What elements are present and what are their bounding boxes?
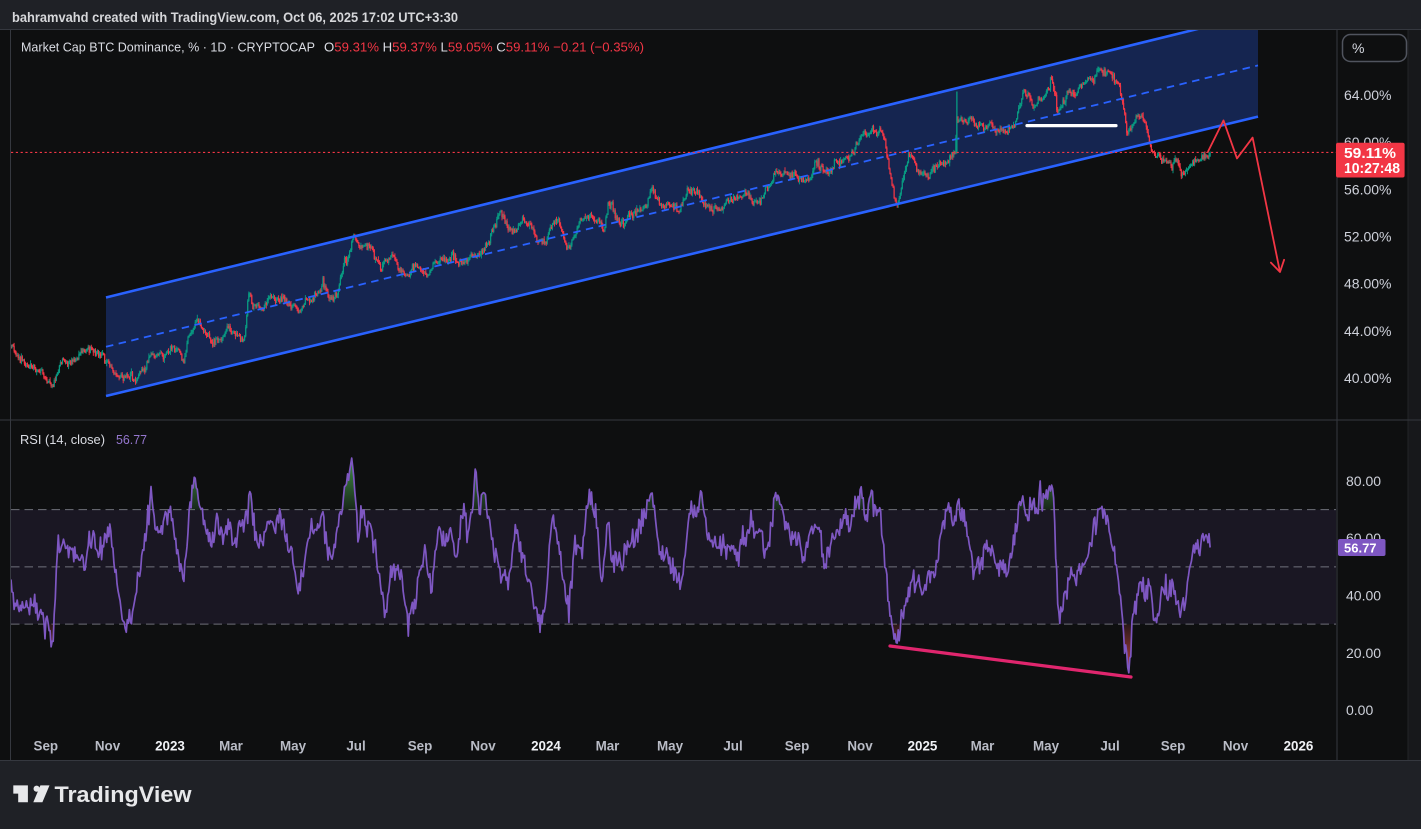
svg-text:Nov: Nov	[847, 739, 873, 754]
svg-text:64.00%: 64.00%	[1344, 87, 1391, 103]
svg-text:Nov: Nov	[1223, 739, 1249, 754]
svg-text:52.00%: 52.00%	[1344, 229, 1391, 245]
svg-text:Jul: Jul	[1100, 739, 1119, 754]
svg-text:%: %	[1352, 40, 1364, 56]
svg-text:May: May	[657, 739, 684, 754]
svg-text:Jul: Jul	[346, 739, 365, 754]
svg-text:bahramvahd created with Tradin: bahramvahd created with TradingView.com,…	[12, 10, 458, 25]
svg-text:Sep: Sep	[1161, 739, 1186, 754]
svg-text:0.00: 0.00	[1346, 702, 1373, 718]
svg-text:Jul: Jul	[723, 739, 742, 754]
svg-text:TradingView: TradingView	[55, 782, 193, 807]
svg-text:20.00: 20.00	[1346, 645, 1381, 661]
svg-text:2024: 2024	[531, 739, 561, 754]
svg-text:2025: 2025	[908, 739, 938, 754]
svg-text:56.77: 56.77	[1344, 541, 1377, 556]
svg-text:56.77: 56.77	[116, 432, 147, 447]
svg-text:80.00: 80.00	[1346, 473, 1381, 489]
svg-text:Sep: Sep	[785, 739, 810, 754]
svg-text:RSI (14, close): RSI (14, close)	[20, 432, 105, 447]
svg-text:56.00%: 56.00%	[1344, 181, 1391, 197]
svg-text:May: May	[280, 739, 307, 754]
svg-text:2023: 2023	[155, 739, 185, 754]
svg-text:O59.31% H59.37% L59.05% C59.11: O59.31% H59.37% L59.05% C59.11% −0.21 (−…	[324, 40, 644, 55]
svg-text:Mar: Mar	[971, 739, 996, 754]
svg-text:40.00: 40.00	[1346, 588, 1381, 604]
svg-text:40.00%: 40.00%	[1344, 370, 1391, 386]
svg-text:Market Cap BTC Dominance, % ·: Market Cap BTC Dominance, % · 1D · CRYPT…	[21, 40, 315, 55]
svg-text:44.00%: 44.00%	[1344, 323, 1391, 339]
svg-text:59.11%: 59.11%	[1344, 145, 1396, 162]
svg-text:2026: 2026	[1284, 739, 1314, 754]
svg-text:Nov: Nov	[470, 739, 496, 754]
svg-text:Sep: Sep	[408, 739, 433, 754]
svg-text:10:27:48: 10:27:48	[1344, 160, 1400, 177]
svg-text:Mar: Mar	[596, 739, 621, 754]
svg-text:Mar: Mar	[219, 739, 244, 754]
svg-text:48.00%: 48.00%	[1344, 276, 1391, 292]
svg-text:May: May	[1033, 739, 1060, 754]
svg-text:Sep: Sep	[34, 739, 59, 754]
svg-text:Nov: Nov	[95, 739, 121, 754]
